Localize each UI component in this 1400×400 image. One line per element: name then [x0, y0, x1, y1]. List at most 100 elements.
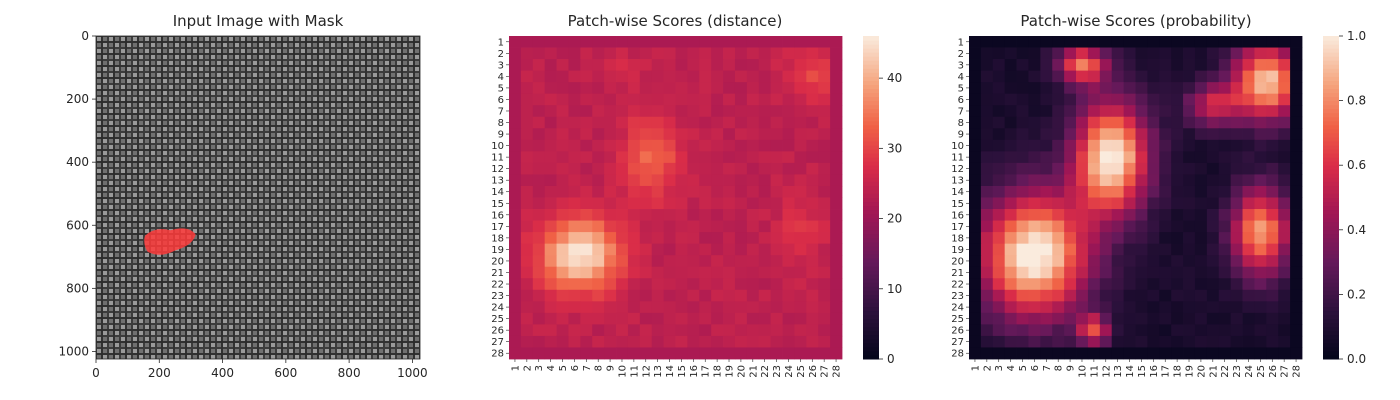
heatmap-cell: [1147, 151, 1160, 164]
heatmap-cell: [675, 82, 688, 95]
heatmap-cell: [734, 139, 748, 152]
heatmap-cell: [758, 82, 772, 95]
heatmap-cell: [830, 197, 843, 210]
heatmap-cell: [794, 105, 807, 118]
heatmap-cell: [1194, 197, 1208, 210]
heatmap-cell: [699, 209, 712, 221]
heatmap-cell: [1087, 105, 1101, 118]
heatmap-cell: [568, 209, 581, 221]
heatmap-cell: [1028, 82, 1041, 95]
heatmap-cell: [1290, 36, 1303, 48]
row-tick-label: 15: [951, 199, 964, 210]
heatmap-cell: [580, 93, 593, 106]
heatmap-cell: [806, 36, 819, 48]
heatmap-cell: [544, 47, 557, 60]
heatmap-cell: [746, 139, 760, 152]
heatmap-cell: [663, 232, 676, 245]
heatmap-cell: [1278, 151, 1291, 164]
row-tick-label: 23: [951, 291, 964, 302]
heatmap-cell: [1004, 162, 1017, 175]
heatmap-cell: [687, 220, 700, 233]
heatmap-cell: [1254, 36, 1267, 48]
colorbar-segment: [863, 322, 879, 328]
heatmap-cell: [1206, 243, 1220, 256]
row-tick-label: 2: [958, 49, 964, 60]
colorbar-segment: [1323, 177, 1339, 182]
heatmap-cell: [1266, 209, 1279, 221]
heatmap-cell: [1064, 289, 1077, 302]
heatmap-cell: [1004, 174, 1017, 187]
heatmap-cell: [1242, 278, 1255, 291]
heatmap-cell: [1206, 105, 1220, 118]
heatmap-cell: [627, 289, 641, 302]
heatmap-cell: [1266, 197, 1279, 210]
heatmap-cell: [568, 301, 581, 314]
heatmap-cell: [734, 301, 748, 314]
heatmap-cell: [1254, 197, 1267, 210]
colorbar-segment: [863, 229, 879, 235]
heatmap-cell: [580, 324, 593, 337]
heatmap-cell: [639, 151, 653, 164]
heatmap-cell: [675, 36, 688, 48]
heatmap-cell: [627, 105, 641, 118]
heatmap-cell: [1099, 243, 1113, 256]
heatmap-cell: [723, 209, 736, 221]
heatmap-cell: [806, 139, 819, 152]
heatmap-cell: [992, 255, 1006, 268]
heatmap-cell: [1278, 93, 1291, 106]
row-tick-label: 11: [951, 153, 964, 164]
heatmap-cell: [711, 139, 724, 152]
heatmap-cell: [675, 312, 688, 325]
heatmap-cell: [770, 36, 783, 48]
row-tick-label: 26: [951, 326, 964, 337]
colorbar-segment: [863, 92, 879, 98]
heatmap-cell: [1028, 335, 1041, 348]
colorbar-segment: [1323, 338, 1339, 344]
colorbar-segment: [863, 241, 879, 247]
heatmap-cell: [639, 209, 653, 221]
colorbar-tick-label: 0.4: [1347, 223, 1366, 237]
heatmap-cell: [616, 82, 629, 95]
heatmap-cell: [699, 266, 712, 279]
heatmap-cell: [675, 70, 688, 83]
heatmap-cell: [639, 289, 653, 302]
colorbar-segment: [863, 136, 879, 142]
colorbar-segment: [863, 302, 879, 308]
heatmap-cell: [604, 312, 617, 325]
row-tick-label: 1: [958, 37, 964, 48]
heatmap-cell: [675, 151, 688, 164]
heatmap-cell: [1111, 232, 1124, 245]
heatmap-cell: [734, 335, 748, 348]
heatmap-cell: [544, 278, 557, 291]
heatmap-cell: [1159, 174, 1172, 187]
heatmap-cell: [830, 266, 843, 279]
heatmap-cell: [746, 220, 760, 233]
heatmap-cell: [1123, 139, 1136, 152]
heatmap-cell: [992, 324, 1006, 337]
colorbar-segment: [863, 225, 879, 231]
heatmap-cell: [568, 93, 581, 106]
colorbar-segment: [1323, 233, 1339, 239]
heatmap-cell: [532, 128, 546, 141]
heatmap-cell: [639, 59, 653, 72]
heatmap-cell: [532, 312, 546, 325]
heatmap-cell: [1028, 209, 1041, 221]
heatmap-cell: [568, 162, 581, 175]
heatmap-cell: [1076, 324, 1089, 337]
heatmap-cell: [1040, 243, 1053, 256]
colorbar-segment: [1323, 258, 1339, 263]
heatmap-cell: [818, 232, 831, 245]
heatmap-cell: [556, 301, 569, 314]
heatmap-cell: [532, 162, 546, 175]
row-tick-label: 11: [491, 153, 504, 164]
heatmap-cell: [711, 324, 724, 337]
heatmap-cell: [663, 278, 676, 291]
heatmap-cell: [1111, 174, 1124, 187]
heatmap-cell: [782, 174, 795, 187]
heatmap-cell: [580, 255, 593, 268]
heatmap-cell: [604, 93, 617, 106]
heatmap-cell: [1111, 347, 1124, 360]
colorbar-segment: [1323, 72, 1339, 77]
heatmap-cell: [651, 174, 664, 187]
row-tick-label: 3: [498, 60, 504, 71]
